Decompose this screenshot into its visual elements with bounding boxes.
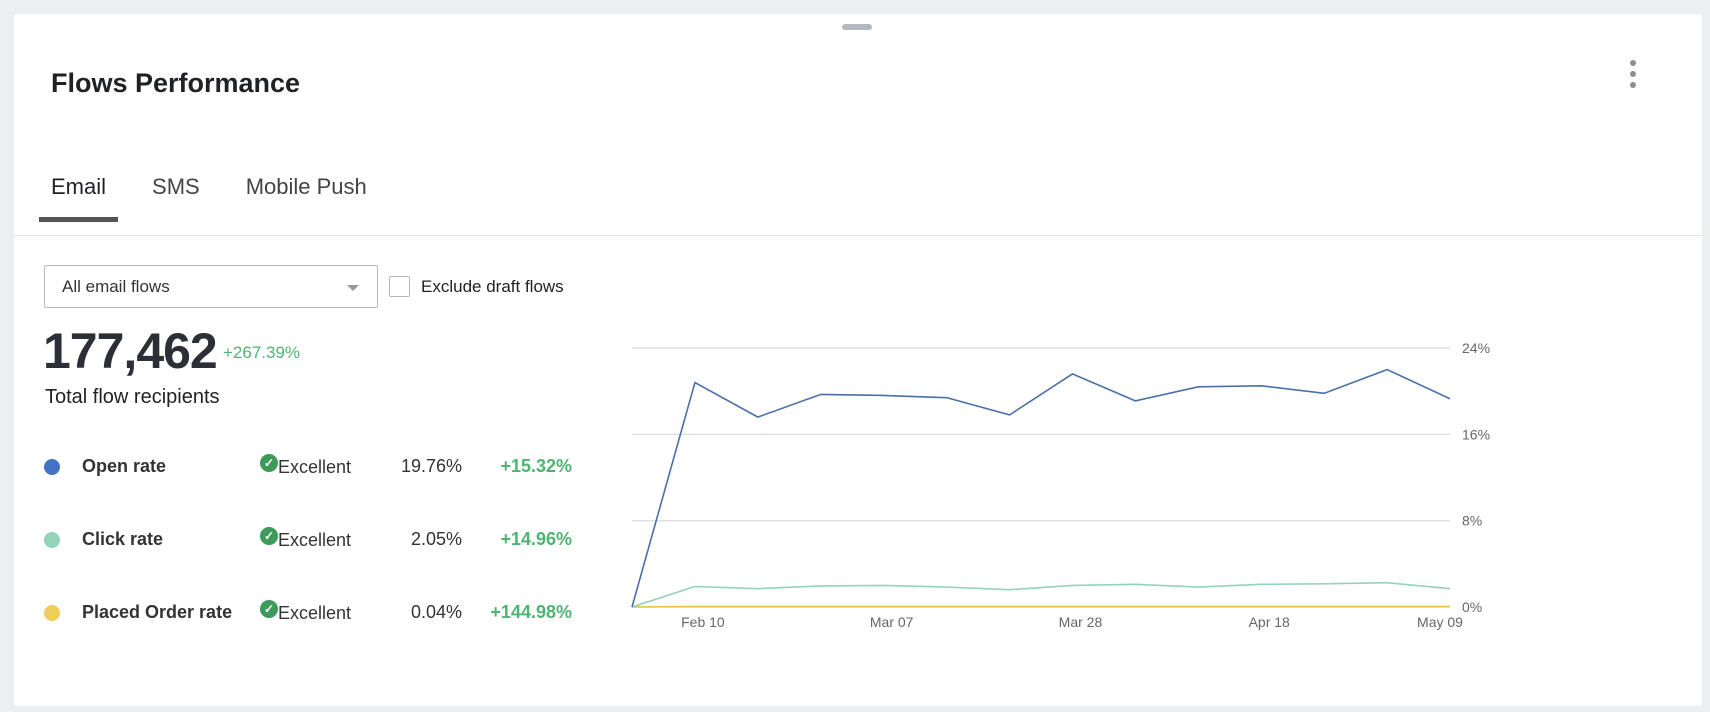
divider — [14, 235, 1702, 236]
legend-dot-icon — [44, 605, 60, 621]
total-recipients-value: 177,462 — [43, 323, 218, 379]
x-tick-label: May 09 — [1417, 614, 1463, 630]
metric-change: +14.96% — [500, 529, 572, 549]
metric-value: 0.04% — [410, 602, 462, 622]
total-recipients-label: Total flow recipients — [45, 386, 220, 408]
metric-name: Open rate — [82, 456, 167, 476]
rates-line-chart: 0% 8% 16% 24% Feb 10 Mar 07 Mar 28 Apr 18 May 09 — [631, 340, 1490, 630]
x-tick-label: Feb 10 — [681, 614, 725, 630]
check-circle-icon: ✓ — [260, 600, 278, 618]
series-line-open-rate — [631, 368, 1451, 608]
metric-name: Click rate — [82, 529, 164, 549]
chevron-down-icon — [347, 285, 359, 291]
metric-name: Placed Order rate — [82, 602, 233, 622]
legend-dot-icon — [44, 459, 60, 475]
drag-handle[interactable] — [842, 24, 872, 30]
y-tick-label: 16% — [1462, 426, 1490, 442]
metric-status: Excellent — [278, 457, 352, 477]
flows-performance-card — [14, 14, 1702, 706]
metric-row: Open rate ✓ Excellent 19.76% +15.32% — [44, 450, 584, 480]
metric-change: +144.98% — [490, 602, 572, 622]
metric-change: +15.32% — [500, 456, 572, 476]
metric-value: 19.76% — [400, 456, 462, 476]
legend-dot-icon — [44, 532, 60, 548]
metric-value: 2.05% — [410, 529, 462, 549]
metric-row: Placed Order rate ✓ Excellent 0.04% +144… — [44, 596, 584, 626]
y-tick-label: 0% — [1462, 599, 1482, 615]
tab-mobile-push[interactable]: Mobile Push — [245, 174, 367, 199]
flow-filter-value: All email flows — [62, 276, 170, 296]
x-tick-label: Mar 28 — [1059, 614, 1103, 630]
tab-sms[interactable]: SMS — [152, 174, 200, 199]
check-circle-icon: ✓ — [260, 454, 278, 472]
metric-row: Click rate ✓ Excellent 2.05% +14.96% — [44, 523, 584, 553]
x-tick-label: Apr 18 — [1249, 614, 1290, 630]
card-title: Flows Performance — [51, 68, 301, 98]
y-tick-label: 8% — [1462, 513, 1482, 529]
kebab-menu-icon[interactable] — [1626, 60, 1640, 88]
metric-status: Excellent — [278, 603, 352, 623]
y-tick-label: 24% — [1462, 340, 1490, 356]
series-line-click-rate — [631, 581, 1451, 608]
exclude-draft-label[interactable]: Exclude draft flows — [421, 277, 564, 296]
tab-email[interactable]: Email — [39, 170, 119, 222]
channel-tabs: Email SMS Mobile Push — [39, 170, 401, 222]
flow-filter-select[interactable]: All email flows — [44, 265, 378, 308]
total-recipients-change: +267.39% — [223, 343, 301, 362]
metric-status: Excellent — [278, 530, 352, 550]
x-tick-label: Mar 07 — [870, 614, 914, 630]
check-circle-icon: ✓ — [260, 527, 278, 545]
exclude-draft-checkbox[interactable] — [389, 276, 410, 297]
